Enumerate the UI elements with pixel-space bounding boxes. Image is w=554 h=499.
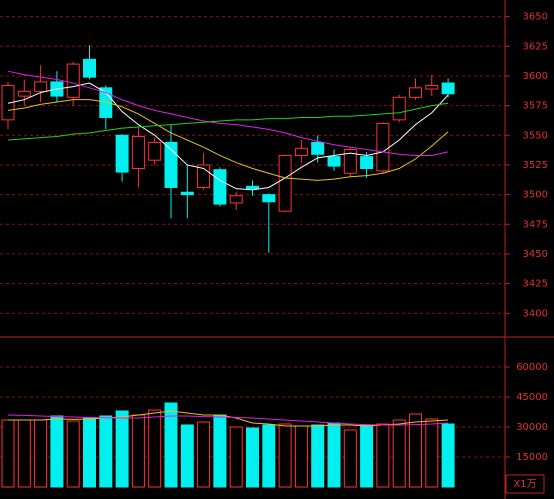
y-tick-label: 3400 bbox=[523, 308, 548, 319]
volume-bar bbox=[392, 419, 406, 488]
candle-body bbox=[148, 141, 162, 161]
volume-bar bbox=[164, 402, 178, 488]
y-tick-label: 3500 bbox=[523, 190, 548, 201]
candle-body bbox=[115, 134, 129, 173]
candle-body bbox=[376, 122, 390, 172]
volume-bar bbox=[197, 421, 211, 488]
candle-body bbox=[180, 191, 194, 196]
volume-bar bbox=[131, 414, 145, 488]
volume-bar bbox=[34, 419, 48, 488]
candle-body bbox=[262, 194, 276, 203]
candle-body bbox=[229, 195, 243, 204]
volume-bar bbox=[246, 427, 259, 488]
y-tick-label: 30000 bbox=[516, 422, 548, 433]
candle-body bbox=[311, 141, 325, 155]
ma-line bbox=[7, 414, 449, 426]
volume-bar bbox=[441, 423, 455, 488]
candle-body bbox=[343, 149, 357, 174]
candle-body bbox=[213, 169, 227, 205]
candle-body bbox=[83, 58, 96, 78]
y-tick-label: 3600 bbox=[523, 71, 548, 82]
volume-bar bbox=[50, 415, 64, 488]
candle-body bbox=[360, 156, 374, 170]
volume-bar bbox=[311, 424, 325, 488]
volume-bar bbox=[213, 414, 227, 488]
candle-body bbox=[17, 90, 31, 97]
y-tick-label: 3550 bbox=[523, 130, 548, 141]
volume-bar bbox=[376, 423, 390, 488]
candle-body bbox=[164, 141, 178, 188]
candle-body bbox=[66, 63, 80, 98]
ma-line bbox=[7, 70, 449, 156]
volume-bar bbox=[1, 419, 15, 488]
volume-bar bbox=[343, 429, 357, 488]
candle-body bbox=[34, 81, 48, 92]
volume-bar bbox=[99, 415, 113, 488]
candle-body bbox=[131, 135, 145, 170]
y-tick-label: 3475 bbox=[523, 219, 548, 230]
candle-body bbox=[1, 84, 15, 121]
volume-bar bbox=[115, 410, 129, 488]
candle-body bbox=[392, 96, 406, 121]
candle-body bbox=[441, 82, 455, 95]
volume-bar bbox=[66, 420, 80, 488]
ma-line bbox=[7, 99, 449, 181]
volume-bar bbox=[327, 422, 341, 488]
candle-body bbox=[294, 147, 308, 156]
candle-body bbox=[409, 87, 422, 98]
volume-bar bbox=[360, 424, 374, 488]
y-tick-label: 3450 bbox=[523, 249, 548, 260]
ma-line bbox=[7, 102, 449, 141]
y-tick-label: 3525 bbox=[523, 160, 548, 171]
volume-bar bbox=[180, 424, 194, 488]
unit-box bbox=[505, 474, 545, 494]
candle-body bbox=[425, 84, 439, 90]
ma-line bbox=[8, 410, 449, 427]
volume-bar bbox=[409, 413, 422, 488]
candle-body bbox=[246, 185, 259, 190]
y-tick-label: 15000 bbox=[516, 452, 548, 463]
y-tick-label: 3425 bbox=[523, 279, 548, 290]
volume-bar bbox=[148, 409, 162, 488]
volume-bar bbox=[83, 417, 96, 488]
candle-body bbox=[327, 156, 341, 167]
volume-bar bbox=[425, 418, 439, 488]
volume-bar bbox=[229, 426, 243, 488]
volume-bar bbox=[262, 424, 276, 488]
volume-bar bbox=[17, 419, 31, 488]
unit-label: X1万 bbox=[513, 479, 536, 490]
candle-body bbox=[278, 154, 292, 212]
volume-bar bbox=[294, 425, 308, 488]
candle-body bbox=[99, 87, 113, 118]
y-tick-label: 60000 bbox=[516, 362, 548, 373]
ma-line bbox=[7, 82, 449, 191]
y-tick-label: 3625 bbox=[523, 41, 548, 52]
y-tick-label: 3575 bbox=[523, 101, 548, 112]
y-tick-label: 45000 bbox=[516, 392, 548, 403]
y-tick-label: 3650 bbox=[523, 12, 548, 23]
volume-bar bbox=[278, 423, 292, 488]
